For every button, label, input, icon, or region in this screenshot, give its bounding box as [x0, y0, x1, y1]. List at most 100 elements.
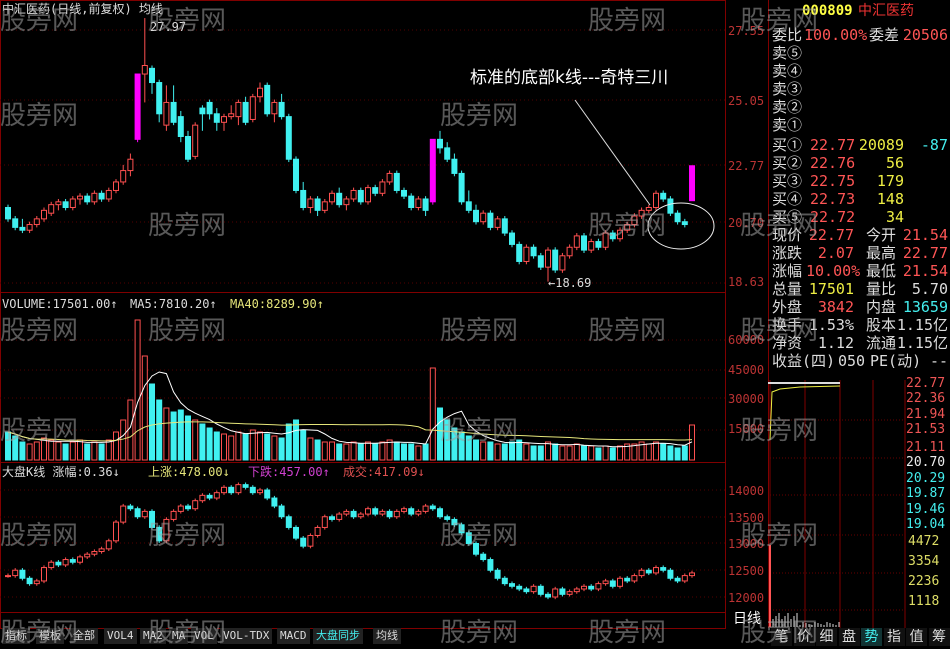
low-price-label: ←18.69: [548, 276, 592, 290]
toolbar-button[interactable]: MA: [169, 628, 189, 644]
ma5-line: [7, 371, 693, 448]
quote-v1: 2.07: [817, 244, 854, 262]
minichart-price-label: 22.77: [906, 376, 946, 391]
candlestick: [537, 255, 544, 268]
toolbar-button[interactable]: VOL: [191, 628, 217, 644]
index-candle: [372, 508, 379, 515]
volume-bar: [609, 447, 616, 461]
quote-row: 外盘 3842 内盘 13659: [772, 298, 950, 316]
candlestick: [343, 198, 350, 206]
index-candle: [415, 510, 422, 515]
volume-bar: [170, 411, 177, 461]
toolbar-button[interactable]: 模板: [36, 628, 64, 644]
index-candle: [5, 575, 11, 578]
candlestick: [69, 198, 76, 208]
candlestick: [573, 235, 580, 248]
quote-row: 卖①: [772, 116, 950, 134]
quote-l2: 最低: [866, 262, 897, 280]
candlestick: [293, 158, 299, 191]
volume-bar: [307, 437, 314, 461]
volume-bar: [329, 441, 335, 461]
candlestick: [113, 181, 119, 191]
quote-v1: 22.77: [810, 136, 856, 154]
toolbar-button[interactable]: 大盘同步: [313, 628, 363, 644]
candlestick: [41, 209, 47, 220]
price-axis-label: 22.77: [728, 159, 765, 173]
candlestick: [581, 235, 587, 251]
candlestick: [300, 189, 307, 209]
candlestick: [278, 101, 285, 118]
volume-bar: [5, 431, 11, 461]
volume-bar: [667, 445, 674, 461]
volume-bar: [545, 441, 551, 461]
side-tab[interactable]: 指: [883, 628, 905, 646]
candlestick: [473, 209, 479, 223]
side-tab[interactable]: 盘: [838, 628, 860, 646]
side-tab[interactable]: 值: [906, 628, 927, 646]
candlestick: [242, 101, 249, 123]
index-candle: [408, 508, 415, 515]
quote-v1: 1.12: [817, 334, 854, 352]
side-tab[interactable]: 细: [816, 628, 837, 646]
index-candle: [170, 510, 177, 520]
index-candle: [293, 526, 299, 539]
index-candle: [667, 569, 674, 579]
index-candle: [156, 526, 163, 542]
index-candle: [249, 486, 256, 494]
candlestick: [357, 189, 364, 203]
candlestick: [33, 218, 40, 226]
quote-v1: 10.00%: [806, 262, 861, 280]
candlestick: [595, 241, 602, 248]
quote-v1: 22.72: [810, 208, 856, 226]
volume-bar: [105, 439, 112, 461]
index-down-label: 下跌:457.00↑: [248, 465, 330, 479]
quote-l1: 买①: [772, 136, 803, 154]
side-tab[interactable]: 势: [861, 628, 882, 646]
volume-bar: [26, 443, 33, 461]
toolbar-button[interactable]: 指标: [2, 628, 30, 644]
candlestick: [437, 138, 443, 149]
quote-row: 收益(四) 050 PE(动) --: [772, 352, 950, 370]
quote-v2: 13659: [902, 298, 948, 316]
toolbar-button[interactable]: VOL-TDX: [220, 628, 273, 644]
volume-bar: [415, 445, 422, 461]
side-tab[interactable]: 筹: [928, 628, 950, 646]
stock-code: 000809: [802, 3, 853, 19]
toolbar-button[interactable]: VOL4: [104, 628, 137, 644]
candlestick: [638, 209, 645, 217]
index-candle: [631, 575, 638, 582]
volume-bar: [451, 427, 458, 461]
toolbar-button[interactable]: 均线: [373, 628, 401, 644]
quote-v2: 22.77: [902, 244, 948, 262]
candlestick: [509, 232, 515, 245]
index-candle: [84, 553, 91, 558]
volume-axis-label: 60000: [728, 333, 765, 347]
candlestick: [552, 249, 559, 271]
index-candle: [530, 585, 537, 593]
index-candle: [69, 559, 76, 563]
toolbar-button[interactable]: MACD: [277, 628, 310, 644]
quote-v2: 1.15亿: [896, 334, 948, 352]
quote-l1: 卖③: [772, 80, 803, 98]
side-tab[interactable]: 笔: [771, 628, 792, 646]
price-axis-label: 18.63: [728, 275, 765, 289]
toolbar-button[interactable]: MA2: [140, 628, 166, 644]
candlestick: [674, 212, 681, 223]
volume-bar: [559, 445, 566, 461]
index-candle: [581, 585, 587, 590]
toolbar-button[interactable]: 全部: [70, 628, 98, 644]
quote-l2: 最高: [866, 244, 897, 262]
quote-l2: 内盘: [866, 298, 897, 316]
index-candle: [458, 524, 465, 534]
candlestick: [494, 218, 501, 228]
index-candle: [429, 505, 436, 510]
index-candle: [300, 537, 307, 547]
candlestick: [379, 181, 386, 194]
volume-bar: [494, 443, 501, 461]
side-tab[interactable]: 价: [793, 628, 815, 646]
candlestick: [307, 198, 314, 208]
candlestick: [221, 116, 227, 123]
quote-v2: 34: [885, 208, 904, 226]
volume-bar: [55, 441, 62, 461]
